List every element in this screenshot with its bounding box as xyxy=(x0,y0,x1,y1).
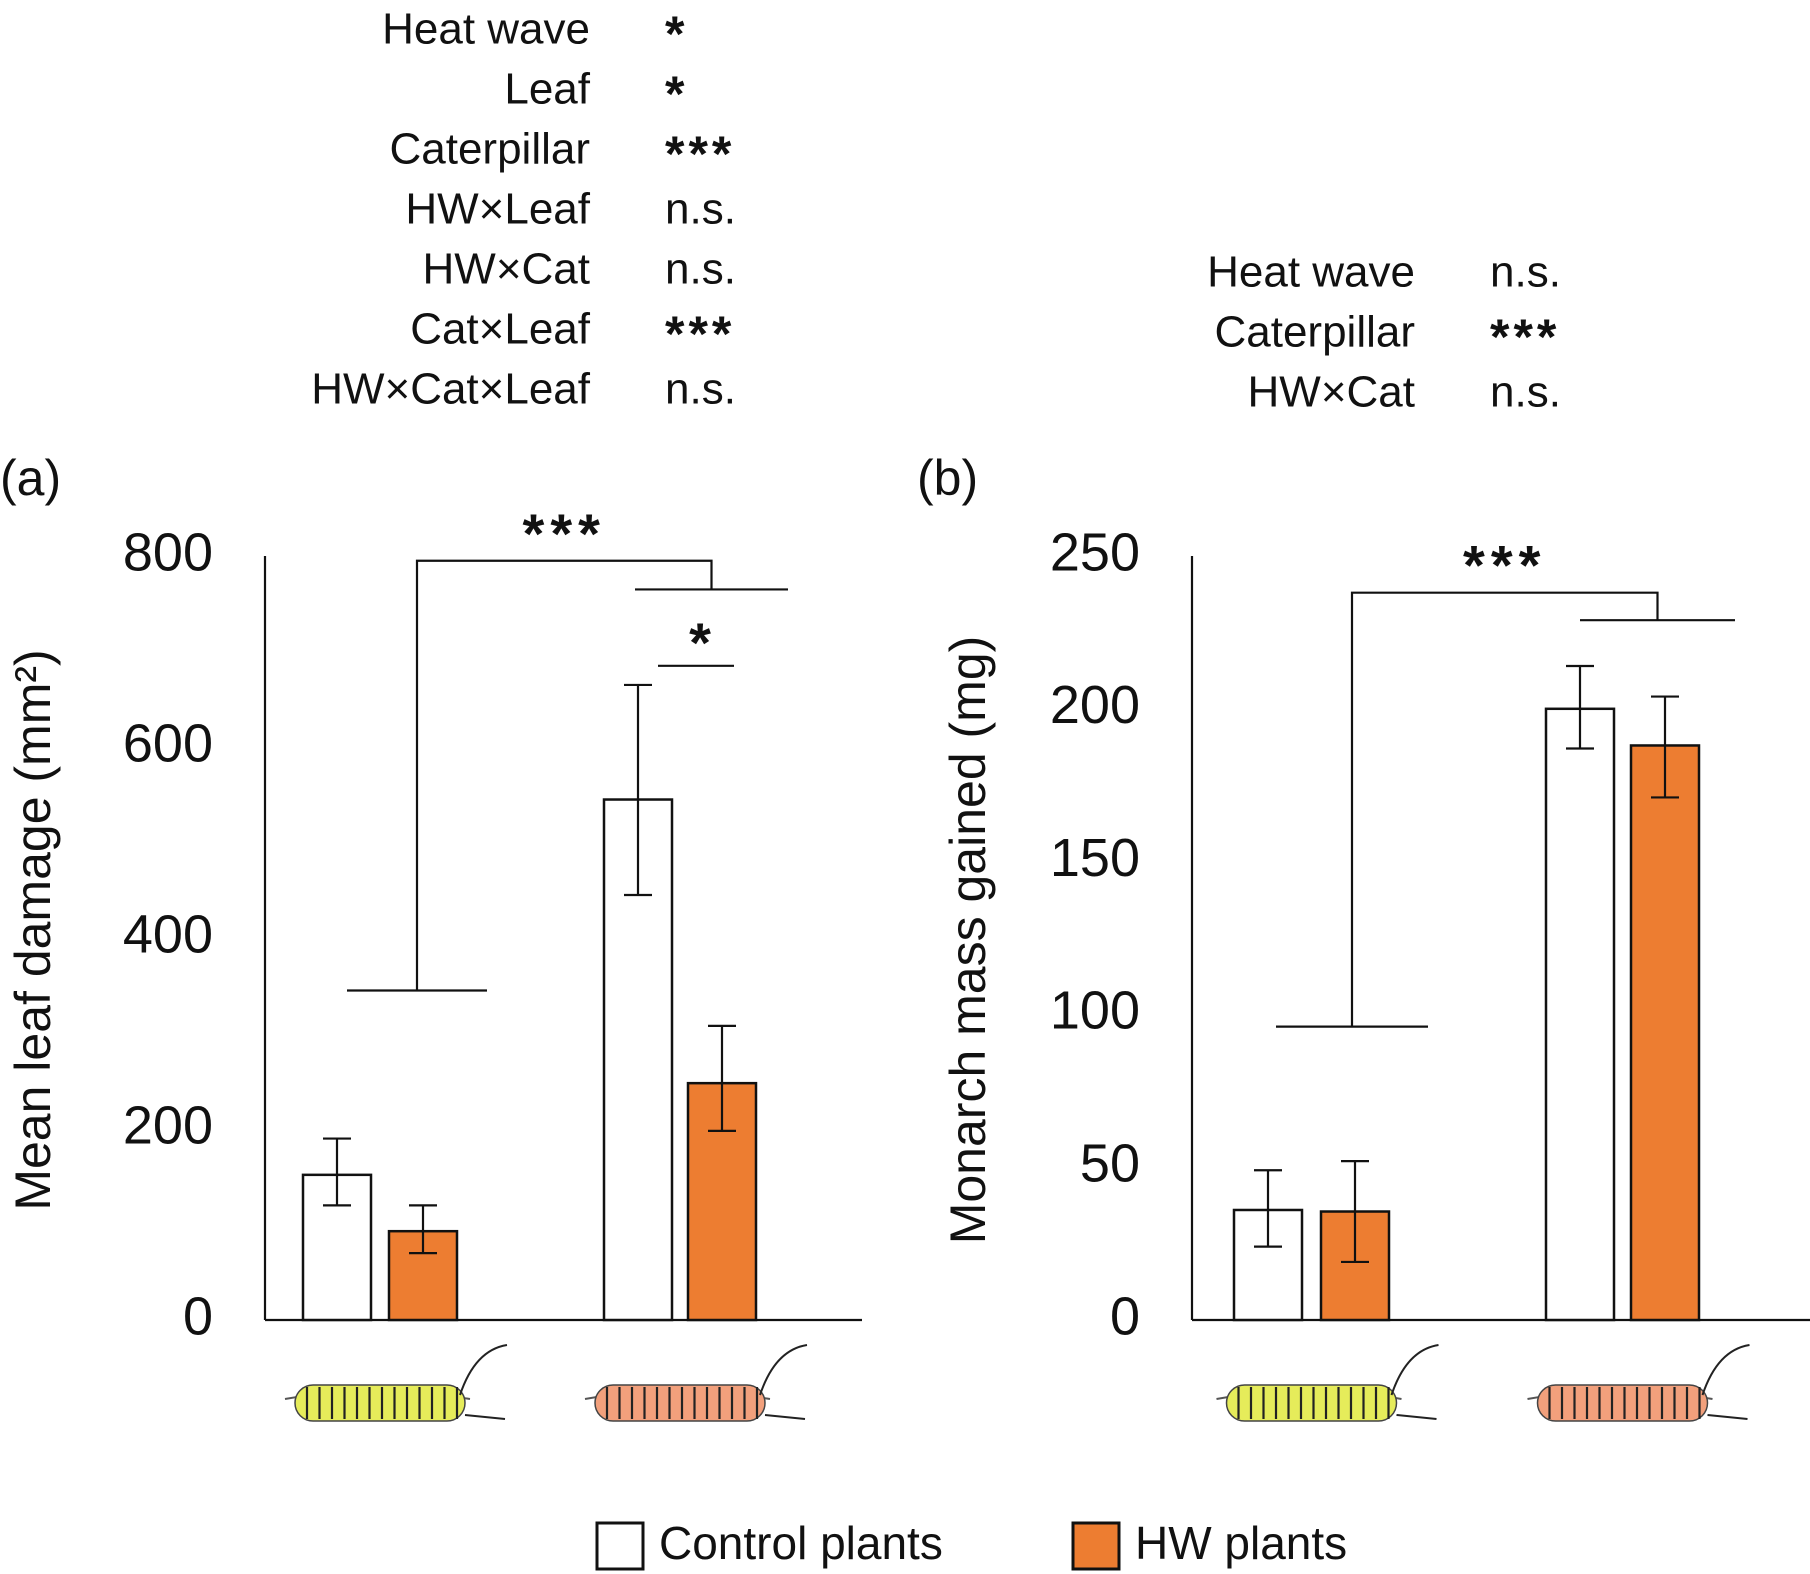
stats-term: Leaf xyxy=(504,65,590,114)
y-tick-label: 200 xyxy=(123,1095,213,1155)
y-tick-label: 600 xyxy=(123,713,213,773)
bar-control xyxy=(1544,707,1616,1322)
caterpillar-tail xyxy=(764,1414,806,1420)
bar-control xyxy=(602,798,674,1322)
panel-label: (b) xyxy=(917,450,978,506)
stats-significance: n.s. xyxy=(1490,368,1561,417)
stats-significance: n.s. xyxy=(665,185,736,234)
legend-swatch-hw xyxy=(1071,1521,1121,1571)
caterpillar-body xyxy=(594,1384,766,1422)
bracket-connector xyxy=(415,559,713,991)
significance-bracket-caterpillar: *** xyxy=(1276,534,1735,1028)
caterpillar-orange-icon xyxy=(1527,1344,1750,1422)
panel-b: Heat wave n.s. Caterpillar *** HW×Cat n.s. (b)… xyxy=(917,248,1810,1422)
error-bar xyxy=(1254,1169,1282,1248)
error-bar xyxy=(1651,695,1679,799)
error-bar xyxy=(708,1024,736,1133)
bracket-significance-label: *** xyxy=(523,502,606,565)
error-bar xyxy=(409,1204,437,1255)
significance-bracket-leaf: * xyxy=(658,611,734,674)
error-bar xyxy=(1566,664,1594,750)
error-bar xyxy=(1341,1159,1369,1264)
stats-term: HW×Cat xyxy=(1248,368,1415,417)
stats-term: HW×Cat×Leaf xyxy=(311,365,591,414)
stats-significance: * xyxy=(665,66,688,122)
stats-term: Caterpillar xyxy=(1214,308,1415,357)
significance-bracket-caterpillar: *** xyxy=(347,502,788,992)
stats-significance: n.s. xyxy=(665,245,736,294)
y-tick-label: 200 xyxy=(1050,675,1140,735)
panel-a: Heat wave * Leaf * Caterpillar *** HW×Leaf n.s.… xyxy=(0,5,862,1422)
stats-significance: n.s. xyxy=(1490,248,1561,297)
caterpillar-orange-icon xyxy=(584,1344,808,1422)
caterpillar-antenna xyxy=(459,1344,508,1396)
caterpillar-antenna xyxy=(759,1344,808,1396)
legend-swatch-control xyxy=(595,1521,645,1571)
error-bar xyxy=(624,683,652,897)
legend-item: Control plants xyxy=(595,1517,943,1571)
y-tick-label: 0 xyxy=(1110,1286,1140,1346)
legend-label: HW plants xyxy=(1135,1517,1347,1569)
stats-term: Heat wave xyxy=(382,5,590,54)
legend-item: HW plants xyxy=(1071,1517,1347,1571)
stats-term: Caterpillar xyxy=(389,125,590,174)
y-tick-label: 150 xyxy=(1050,828,1140,888)
bracket-significance-label: * xyxy=(689,611,711,674)
y-tick-label: 250 xyxy=(1050,522,1140,582)
stats-significance: n.s. xyxy=(665,365,736,414)
y-tick-label: 100 xyxy=(1050,981,1140,1041)
y-axis-label: Monarch mass gained (mg) xyxy=(940,636,996,1245)
stats-significance: *** xyxy=(1490,309,1560,365)
y-tick-label: 400 xyxy=(123,904,213,964)
y-axis-label: Mean leaf damage (mm²) xyxy=(5,649,61,1210)
y-tick-label: 50 xyxy=(1080,1133,1140,1193)
caterpillar-body xyxy=(1225,1384,1398,1422)
panel-label: (a) xyxy=(0,450,61,506)
stats-term: HW×Cat xyxy=(423,245,590,294)
caterpillar-body xyxy=(1536,1384,1709,1422)
error-bar xyxy=(323,1137,351,1207)
caterpillar-tail xyxy=(1707,1414,1748,1420)
caterpillar-antenna xyxy=(1701,1344,1750,1396)
stats-significance: *** xyxy=(665,126,735,182)
caterpillar-yellow-icon xyxy=(1216,1344,1439,1422)
caterpillar-antenna xyxy=(1390,1344,1439,1396)
bracket-connector xyxy=(1350,591,1659,1027)
y-tick-label: 0 xyxy=(183,1286,213,1346)
caterpillar-yellow-icon xyxy=(284,1344,508,1422)
bar-hw xyxy=(1629,744,1701,1322)
bracket-significance-label: *** xyxy=(1463,534,1546,597)
caterpillar-tail xyxy=(1396,1414,1437,1420)
caterpillar-tail xyxy=(464,1414,506,1420)
stats-term: Cat×Leaf xyxy=(410,305,591,354)
legend-label: Control plants xyxy=(659,1517,943,1569)
legend: Control plants HW plants xyxy=(595,1517,1347,1571)
stats-term: HW×Leaf xyxy=(405,185,590,234)
stats-significance: * xyxy=(665,6,688,62)
stats-term: Heat wave xyxy=(1207,248,1415,297)
caterpillar-body xyxy=(294,1384,466,1422)
y-tick-label: 800 xyxy=(123,522,213,582)
stats-significance: *** xyxy=(665,306,735,362)
